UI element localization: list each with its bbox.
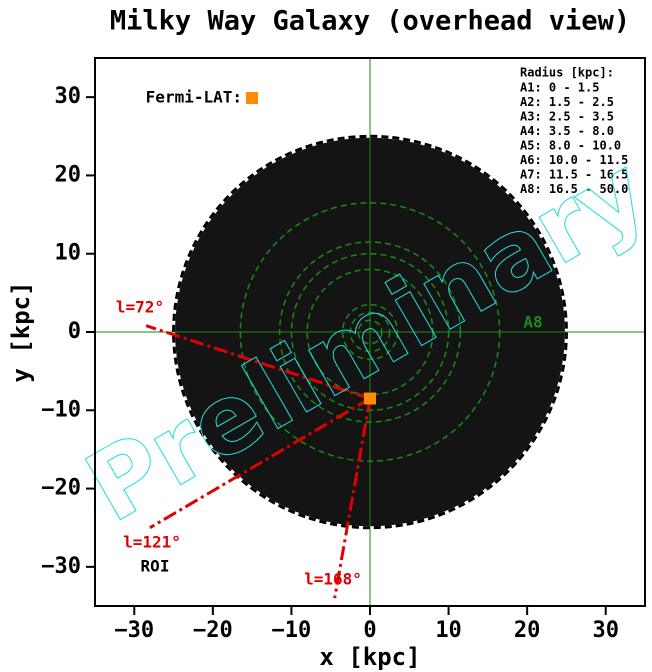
roi-label: ROI — [141, 557, 170, 576]
sightline-label: l=168° — [304, 570, 362, 589]
legend-entry: A1: 0 - 1.5 — [520, 81, 599, 95]
x-axis-label: x [kpc] — [319, 643, 420, 671]
x-tick-label: −20 — [193, 618, 233, 643]
y-tick-label: 20 — [55, 162, 82, 187]
y-tick-label: −20 — [41, 476, 81, 501]
legend-entry: A4: 3.5 - 8.0 — [520, 124, 614, 138]
legend-entry: A8: 16.5 - 50.0 — [520, 182, 628, 196]
y-tick-label: 30 — [55, 84, 82, 109]
x-tick-label: 10 — [435, 618, 462, 643]
legend-entry: A6: 10.0 - 11.5 — [520, 153, 628, 167]
y-tick-label: −10 — [41, 397, 81, 422]
sightline-label: l=121° — [123, 533, 181, 552]
ring-label: A8 — [523, 313, 542, 332]
sightline-label: l=72° — [116, 298, 164, 317]
x-tick-label: −30 — [114, 618, 154, 643]
legend-entry: A3: 2.5 - 3.5 — [520, 110, 614, 124]
legend-entry: A2: 1.5 - 2.5 — [520, 95, 614, 109]
sightline — [333, 398, 372, 599]
legend-marker — [246, 92, 258, 104]
legend-title: Radius [kpc]: — [520, 66, 614, 80]
y-tick-label: 0 — [68, 319, 81, 344]
x-tick-label: 20 — [514, 618, 541, 643]
y-axis-label: y [kpc] — [7, 281, 35, 382]
x-tick-label: 30 — [592, 618, 619, 643]
sightline — [149, 397, 371, 530]
y-tick-label: 10 — [55, 241, 82, 266]
x-tick-label: 0 — [363, 618, 376, 643]
legend-entry: A7: 11.5 - 16.5 — [520, 168, 628, 182]
x-tick-label: −10 — [272, 618, 312, 643]
legend-entry: A5: 8.0 - 10.0 — [520, 139, 621, 153]
y-tick-label: −30 — [41, 554, 81, 579]
chart-title: Milky Way Galaxy (overhead view) — [110, 6, 630, 37]
legend-label: Fermi-LAT: — [146, 88, 242, 107]
observer — [364, 392, 376, 405]
